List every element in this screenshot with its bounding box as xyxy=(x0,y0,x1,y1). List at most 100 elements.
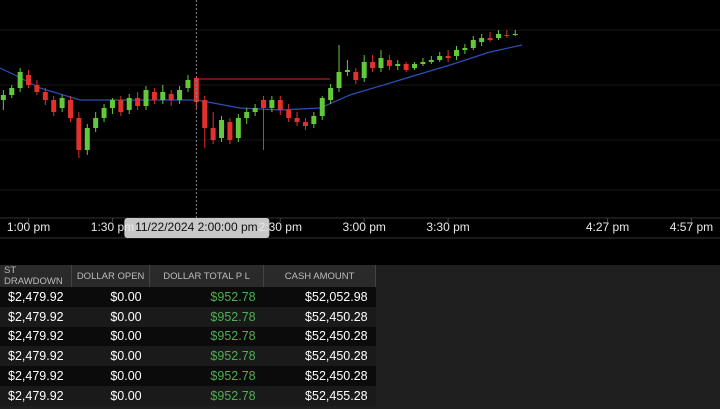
table-cell: $52,450.28 xyxy=(263,326,376,347)
candle-body xyxy=(126,98,132,110)
table-cell: $952.78 xyxy=(149,366,264,386)
table-cell: $2,479.92 xyxy=(0,287,72,307)
table-row: $2,479.92 $0.00 $952.78 $52,450.28 xyxy=(0,366,376,386)
candle-body xyxy=(160,92,166,100)
candle-body xyxy=(386,60,392,66)
candle-body xyxy=(286,110,292,118)
candle-body xyxy=(302,122,308,126)
table-cell: $2,479.92 xyxy=(0,346,72,367)
candle-body xyxy=(219,120,225,138)
candle-body xyxy=(26,75,32,85)
candle-body xyxy=(151,92,157,100)
table-row: $2,479.92 $0.00 $952.78 $52,450.28 xyxy=(0,346,376,367)
candle-body xyxy=(420,62,426,64)
candle-body xyxy=(193,78,199,102)
column-header: CASH AMOUNT xyxy=(263,265,377,287)
candle-body xyxy=(42,92,48,100)
candle-body xyxy=(34,85,40,92)
table-cell: $52,455.28 xyxy=(263,385,376,406)
candle-body xyxy=(311,116,317,124)
positions-table: ST DRAWDOWN DOLLAR OPEN DOLLAR TOTAL P L CA… xyxy=(0,265,377,406)
table-cell: $52,450.28 xyxy=(263,366,376,386)
candle-body xyxy=(210,128,216,140)
candle-body xyxy=(454,50,460,56)
candle-body xyxy=(67,100,73,118)
x-tick-label: 3:30 pm xyxy=(426,220,469,234)
chart-bg xyxy=(0,0,720,265)
candle-body xyxy=(512,34,518,35)
table-row: $2,479.92 $0.00 $952.78 $52,052.98 xyxy=(0,287,376,307)
table-cell: $0.00 xyxy=(71,306,150,327)
candle-body xyxy=(185,80,191,88)
candle-body xyxy=(235,118,241,138)
grid xyxy=(0,29,720,191)
candle-body xyxy=(17,72,23,88)
table-cell: $952.78 xyxy=(149,385,264,406)
candle-body xyxy=(370,62,376,68)
candle-body xyxy=(101,108,107,118)
table-cell: $2,479.92 xyxy=(0,326,72,347)
crosshair-label-bg xyxy=(124,218,270,238)
x-tick-label: 2:30 pm xyxy=(259,220,302,234)
candle-body xyxy=(428,60,434,62)
crosshair-label: 11/22/2024 2:00:00 pm xyxy=(135,220,258,234)
candle-body xyxy=(168,94,174,100)
table-cell: $0.00 xyxy=(71,385,150,406)
table-cell: $2,479.92 xyxy=(0,366,72,386)
candle-body xyxy=(202,100,208,128)
table-cell: $0.00 xyxy=(71,287,150,307)
candle-body xyxy=(403,64,409,70)
table-cell: $952.78 xyxy=(149,306,264,327)
table-row: $2,479.92 $0.00 $952.78 $52,450.28 xyxy=(0,306,376,327)
candle-body xyxy=(470,40,476,48)
candle-body xyxy=(84,128,90,150)
table-cell: $2,479.92 xyxy=(0,306,72,327)
candle-body xyxy=(462,48,468,50)
table-cell: $52,052.98 xyxy=(263,287,376,307)
candle-body xyxy=(319,98,325,116)
candles xyxy=(0,30,518,158)
column-header: ST DRAWDOWN xyxy=(0,265,73,287)
candle-body xyxy=(277,100,283,110)
overlay: 11/22/2024 2:00:00 pm xyxy=(124,0,270,238)
candle-body xyxy=(252,108,258,112)
candle-body xyxy=(76,118,82,150)
candle-body xyxy=(378,58,384,68)
candle-body xyxy=(260,100,266,108)
candle-body xyxy=(93,118,99,128)
candle-body xyxy=(487,38,493,40)
candle-body xyxy=(227,122,233,140)
x-tick-label: 1:30 pm xyxy=(91,220,134,234)
candle-body xyxy=(437,56,443,60)
candle-body xyxy=(59,98,65,108)
column-header: DOLLAR OPEN xyxy=(71,265,151,287)
candle-body xyxy=(479,38,485,42)
table-row: $2,479.92 $0.00 $952.78 $52,455.28 xyxy=(0,385,376,406)
table-cell: $952.78 xyxy=(149,326,264,347)
header-row: ST DRAWDOWN DOLLAR OPEN DOLLAR TOTAL P L CA… xyxy=(0,265,377,287)
candle-body xyxy=(361,62,367,78)
candle-body xyxy=(294,118,300,122)
table-cell: $0.00 xyxy=(71,366,150,386)
candle-body xyxy=(336,72,342,88)
moving-average xyxy=(0,44,523,111)
x-tick-label: 4:57 pm xyxy=(670,220,713,234)
table-cell: $52,450.28 xyxy=(263,306,376,327)
candle-body xyxy=(135,98,141,106)
candle-body xyxy=(269,100,275,108)
table-cell: $2,479.92 xyxy=(0,385,72,406)
candle-body xyxy=(504,35,510,36)
candle-body xyxy=(445,56,451,58)
candle-body xyxy=(395,64,401,66)
candle-body xyxy=(109,100,115,108)
table-row: $2,479.92 $0.00 $952.78 $52,450.28 xyxy=(0,326,376,347)
candle-body xyxy=(353,72,359,80)
x-tick-label: 4:27 pm xyxy=(586,220,629,234)
candle-body xyxy=(412,64,418,68)
table-cell: $0.00 xyxy=(71,326,150,347)
candle-body xyxy=(51,100,57,112)
x-tick-label: 1:00 pm xyxy=(7,220,50,234)
candle-body xyxy=(328,88,334,100)
table-cell: $52,450.28 xyxy=(263,346,376,367)
